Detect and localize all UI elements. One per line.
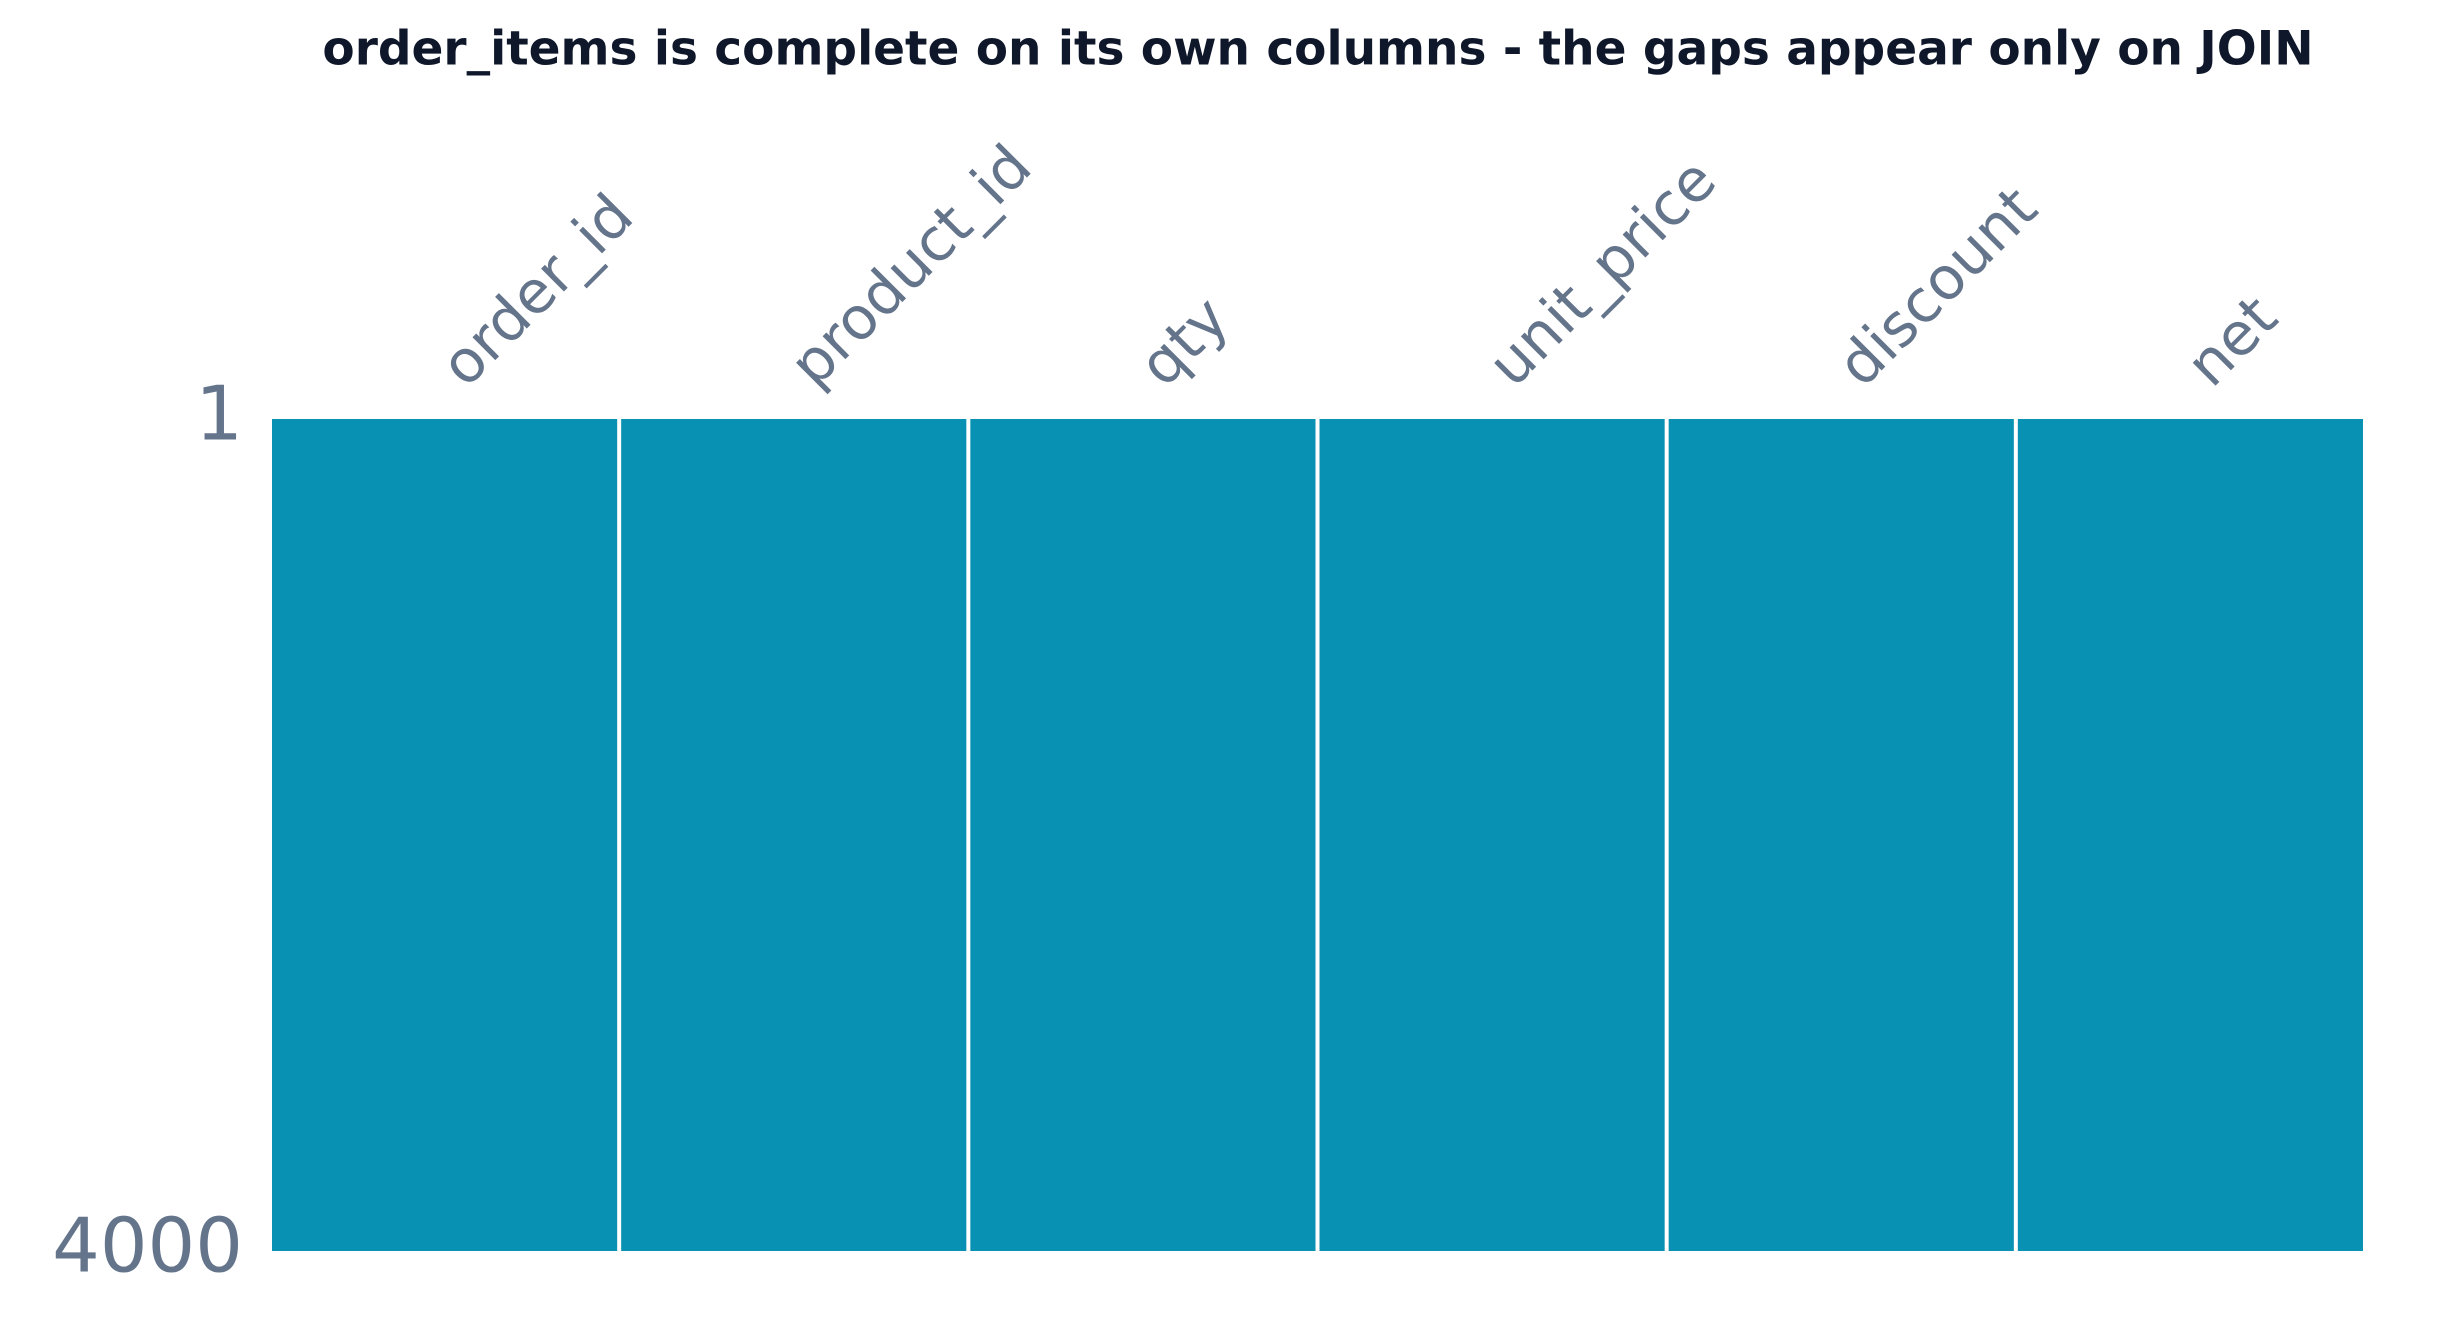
column-fill [1668, 419, 2014, 1251]
x-tick-label: discount [1824, 173, 2050, 399]
chart-title: order_items is complete on its own colum… [322, 22, 2313, 77]
column-fill [2017, 419, 2363, 1251]
column-fill [272, 419, 618, 1251]
y-tick-label: 4000 [52, 1202, 243, 1290]
y-tick-label: 1 [195, 370, 243, 458]
x-tick-label: net [2173, 282, 2290, 399]
column-fill [621, 419, 967, 1251]
column-fill [1319, 419, 1665, 1251]
x-tick-label: qty [1125, 283, 1241, 399]
column-fill [970, 419, 1316, 1251]
x-tick-label: unit_price [1475, 145, 1729, 399]
x-tick-label: order_id [427, 180, 646, 399]
x-tick-label: product_id [776, 131, 1044, 399]
